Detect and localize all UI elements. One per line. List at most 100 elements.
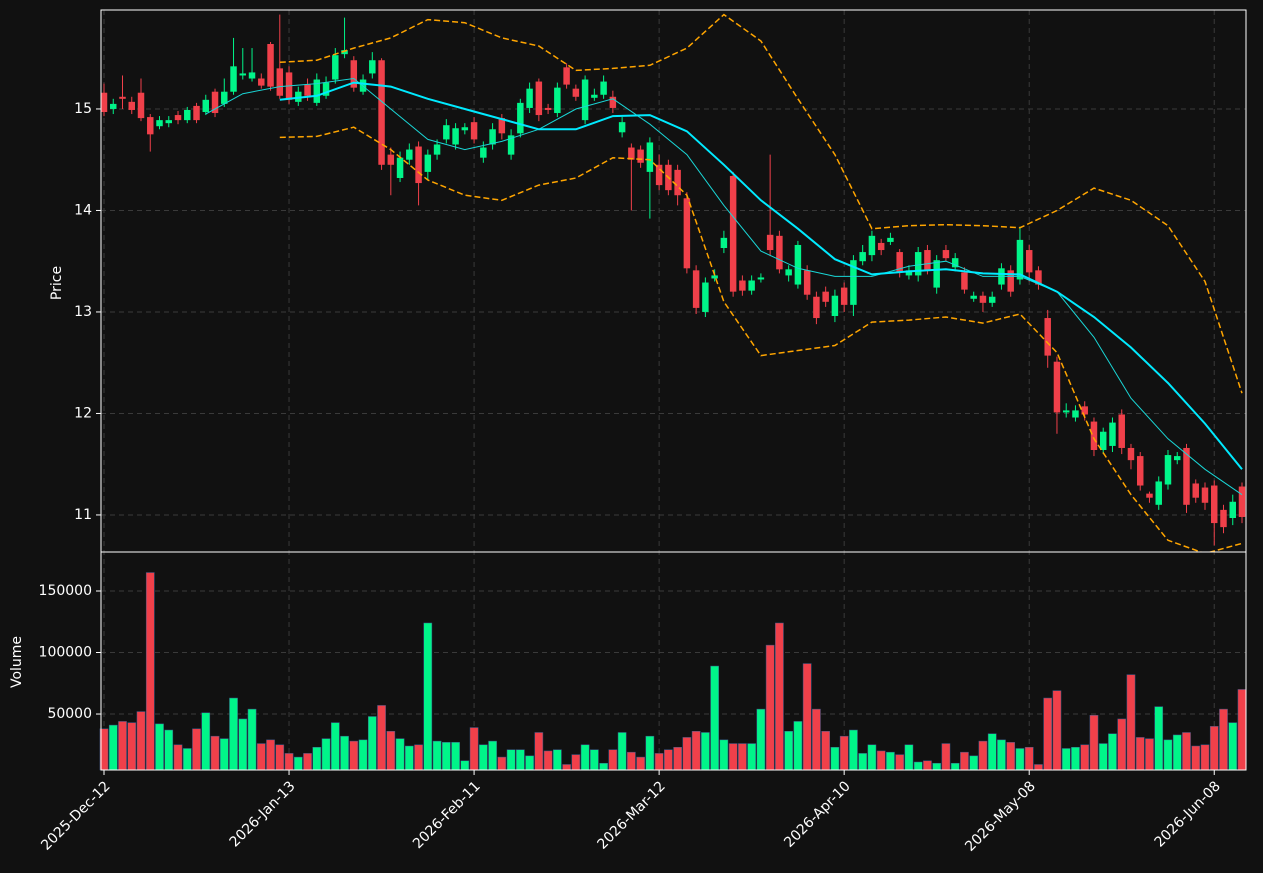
candle-body: [813, 296, 820, 319]
candle-body: [581, 79, 589, 121]
volume-bar: [1043, 697, 1053, 771]
candle-body: [970, 295, 977, 299]
candle-body: [350, 60, 358, 88]
volume-bar: [1191, 745, 1201, 771]
price-axis-label: Price: [49, 266, 65, 300]
candle-body: [396, 157, 404, 178]
candle-body: [961, 272, 968, 290]
candle-body: [674, 169, 681, 196]
volume-bar: [580, 744, 590, 771]
volume-frame: [100, 551, 1247, 771]
candle-body: [554, 87, 561, 114]
volume-bar: [932, 762, 942, 771]
volume-bar: [330, 722, 340, 771]
volume-bar: [738, 743, 747, 771]
candle-body: [868, 235, 876, 256]
candle-body: [988, 296, 996, 303]
candle-body: [489, 129, 496, 145]
volume-bar: [247, 708, 257, 771]
volume-bar: [497, 756, 507, 771]
overlay-line: [205, 77, 1243, 496]
candle-body: [1099, 431, 1107, 450]
volume-bar: [534, 732, 544, 771]
volume-bar: [691, 730, 701, 771]
volume-bar: [1228, 722, 1238, 771]
volume-bar: [821, 730, 830, 771]
volume-bar: [108, 724, 118, 771]
volume-bar: [839, 735, 849, 771]
volume-bar: [1135, 737, 1145, 771]
volume-bar: [1098, 743, 1108, 771]
volume-bar: [284, 753, 294, 771]
volume-bar: [1154, 706, 1164, 771]
volume-bar: [1209, 726, 1219, 771]
candle-body: [942, 250, 950, 259]
volume-bar: [423, 622, 433, 771]
candle-body: [174, 115, 182, 121]
candle-body: [1146, 493, 1153, 498]
candle-body: [101, 92, 108, 113]
volume-bar: [756, 708, 766, 771]
volume-bar: [349, 740, 359, 771]
volume-bar: [340, 735, 349, 771]
volume-bar: [608, 749, 618, 771]
candle-body: [1155, 481, 1162, 505]
candle-body: [1118, 414, 1125, 448]
candle-body: [184, 109, 191, 121]
candle-body: [628, 147, 635, 160]
candle-body: [1127, 447, 1135, 461]
candle-body: [470, 122, 478, 140]
volume-bar: [876, 750, 886, 771]
candle-body: [979, 295, 987, 303]
volume-bar: [432, 740, 442, 771]
volume-bar: [802, 663, 812, 771]
volume-bar: [1145, 738, 1154, 771]
volume-bar: [858, 753, 867, 771]
candle-body: [119, 96, 126, 99]
volume-bar: [654, 753, 664, 771]
candle-body: [637, 149, 644, 163]
candle-body: [230, 66, 237, 92]
volume-bar: [395, 738, 405, 771]
candle-body: [507, 135, 515, 155]
candle-body: [951, 258, 959, 268]
candle-body: [1035, 270, 1042, 285]
volume-bar: [599, 762, 608, 771]
candle-body: [1238, 486, 1246, 517]
candle-body: [887, 237, 894, 242]
candle-body: [452, 128, 459, 145]
candle-body: [683, 198, 691, 269]
volume-bar: [682, 737, 692, 771]
candle-body: [137, 92, 145, 119]
volume-bar: [895, 754, 904, 771]
candle-body: [424, 154, 432, 172]
candle-body: [1220, 509, 1227, 528]
candle-body: [720, 237, 728, 249]
candle-body: [1090, 421, 1098, 450]
volume-bar: [553, 749, 562, 771]
candle-body: [803, 270, 811, 295]
volume-bar: [173, 744, 183, 771]
volume-bar: [1006, 742, 1016, 771]
candle-body: [840, 287, 848, 305]
volume-bar: [293, 756, 303, 771]
candle-body: [563, 67, 570, 85]
volume-bar: [664, 749, 673, 771]
candle-body: [147, 117, 154, 135]
volume-bar: [978, 740, 988, 771]
volume-bar: [1108, 733, 1117, 771]
candle-body: [785, 269, 792, 276]
volume-bar: [1052, 690, 1062, 771]
volume-bar: [136, 711, 146, 771]
volume-bar: [728, 743, 738, 771]
volume-bar: [182, 748, 192, 771]
volume-bar: [1237, 689, 1247, 771]
volume-bar: [849, 729, 858, 771]
candle-body: [646, 142, 654, 172]
volume-bar: [886, 751, 895, 771]
candle-body: [914, 252, 922, 276]
volume-bar: [960, 751, 969, 771]
candle-body: [433, 144, 441, 155]
volume-bar: [201, 712, 211, 771]
